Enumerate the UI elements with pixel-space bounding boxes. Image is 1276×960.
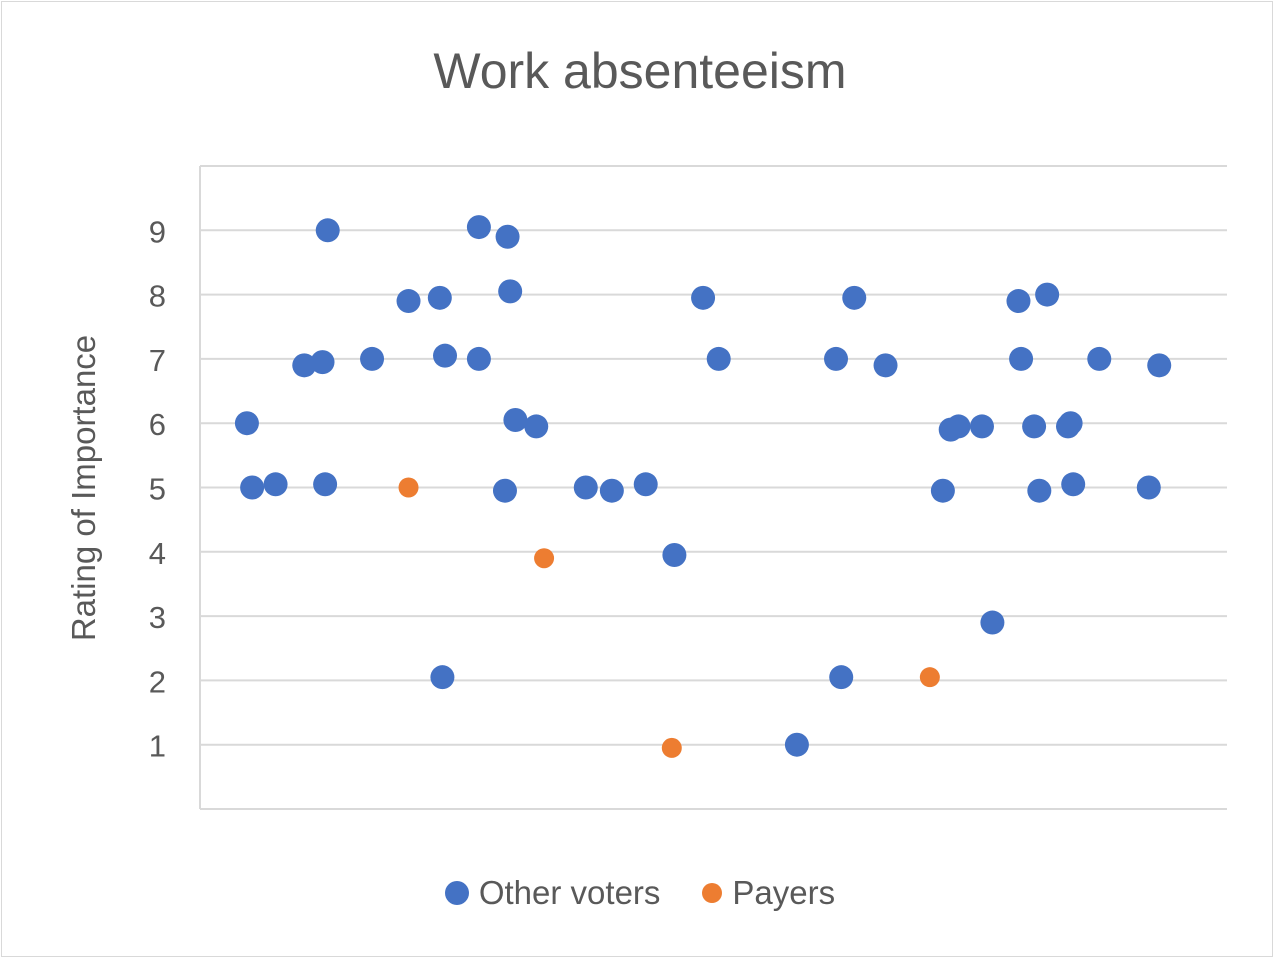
point-other-voters-25 xyxy=(784,732,809,757)
point-other-voters-45 xyxy=(1147,353,1172,378)
series-payers xyxy=(398,477,940,758)
series-points xyxy=(234,215,1172,758)
point-other-voters-21 xyxy=(633,472,658,497)
point-other-voters-5 xyxy=(313,472,338,497)
point-other-voters-14 xyxy=(492,478,517,503)
y-tick-label-4: 4 xyxy=(149,536,166,571)
point-other-voters-42 xyxy=(1061,472,1086,497)
y-tick-label-5: 5 xyxy=(149,472,166,507)
y-tick-label-1: 1 xyxy=(149,729,166,764)
point-other-voters-24 xyxy=(706,346,731,371)
y-tick-label-3: 3 xyxy=(149,600,166,635)
point-other-voters-28 xyxy=(842,285,867,310)
point-other-voters-22 xyxy=(662,543,687,568)
chart-title: Work absenteeism xyxy=(433,43,847,99)
legend: Other voters Payers xyxy=(0,874,1276,912)
point-other-voters-38 xyxy=(1027,478,1052,503)
legend-swatch-other-voters xyxy=(444,881,469,905)
point-other-voters-3 xyxy=(292,353,317,378)
point-other-voters-8 xyxy=(396,289,421,314)
legend-label-payers: Payers xyxy=(732,874,836,911)
legend-label-other-voters: Other voters xyxy=(478,874,661,911)
legend-swatch-payers xyxy=(702,883,723,903)
point-payers-1 xyxy=(534,548,555,569)
point-other-voters-6 xyxy=(315,218,340,243)
point-other-voters-2 xyxy=(263,472,288,497)
point-other-voters-19 xyxy=(573,475,598,500)
point-other-voters-29 xyxy=(873,353,898,378)
point-other-voters-44 xyxy=(1136,475,1161,500)
point-other-voters-0 xyxy=(234,411,259,436)
point-other-voters-4 xyxy=(310,350,335,375)
legend-item-other-voters: Other voters xyxy=(444,874,661,912)
point-other-voters-1 xyxy=(240,475,265,500)
point-other-voters-35 xyxy=(1006,289,1031,314)
point-other-voters-32 xyxy=(946,414,971,439)
gridlines xyxy=(200,165,1227,810)
point-other-voters-12 xyxy=(466,215,491,240)
point-other-voters-26 xyxy=(824,346,849,371)
y-tick-label-8: 8 xyxy=(149,279,166,314)
point-other-voters-10 xyxy=(430,665,455,690)
point-other-voters-17 xyxy=(503,407,528,432)
point-payers-2 xyxy=(661,737,682,758)
point-other-voters-16 xyxy=(498,279,523,304)
point-other-voters-27 xyxy=(829,665,854,690)
point-other-voters-41 xyxy=(1058,411,1083,436)
legend-item-payers: Payers xyxy=(702,874,835,912)
point-other-voters-36 xyxy=(1009,346,1034,371)
point-other-voters-37 xyxy=(1022,414,1047,439)
y-tick-label-7: 7 xyxy=(149,343,166,378)
y-tick-label-2: 2 xyxy=(149,664,166,699)
point-other-voters-30 xyxy=(930,478,955,503)
point-other-voters-34 xyxy=(980,610,1005,635)
series-other-voters xyxy=(234,215,1172,757)
point-other-voters-9 xyxy=(427,285,452,310)
point-payers-0 xyxy=(398,477,419,498)
point-other-voters-39 xyxy=(1035,282,1060,307)
point-other-voters-43 xyxy=(1087,346,1112,371)
point-other-voters-13 xyxy=(466,346,491,371)
point-other-voters-33 xyxy=(969,414,994,439)
point-other-voters-7 xyxy=(360,346,385,371)
point-other-voters-11 xyxy=(433,343,458,368)
point-other-voters-20 xyxy=(599,478,624,503)
y-tick-labels: 1 2 3 4 5 6 7 8 9 xyxy=(149,214,166,763)
y-tick-label-9: 9 xyxy=(149,214,166,249)
point-other-voters-15 xyxy=(495,224,520,249)
point-other-voters-18 xyxy=(524,414,549,439)
point-payers-3 xyxy=(919,667,940,688)
point-other-voters-23 xyxy=(691,285,716,310)
y-tick-label-6: 6 xyxy=(149,407,166,442)
